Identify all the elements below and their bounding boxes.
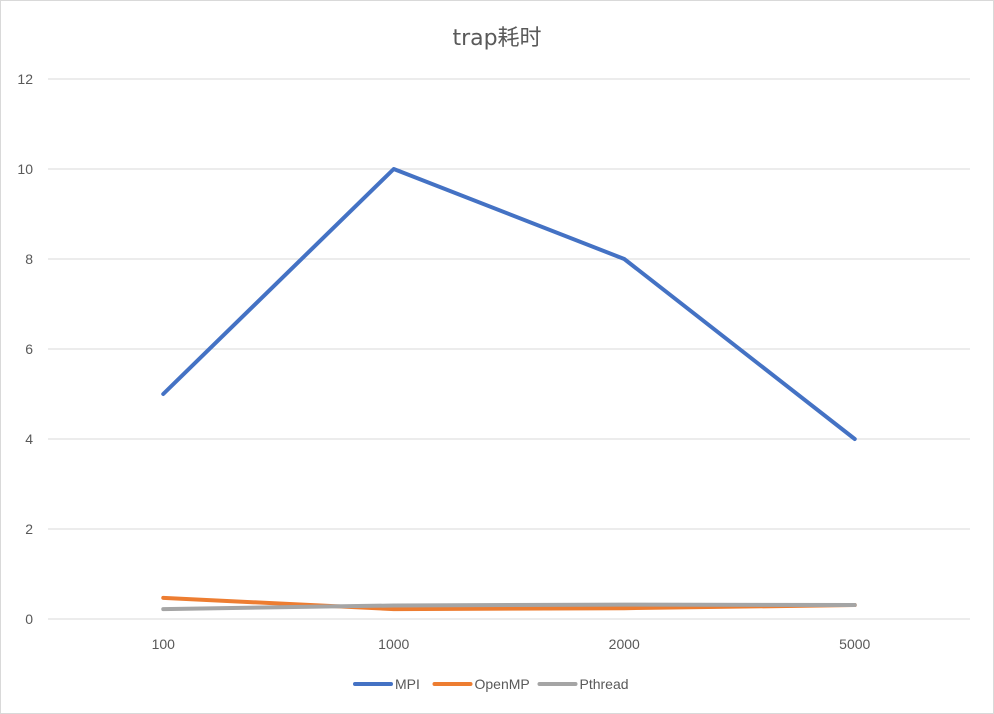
x-tick-label: 2000: [609, 636, 640, 652]
series-line-mpi: [161, 167, 857, 441]
legend: MPI OpenMP Pthread: [353, 676, 629, 692]
y-tick-label: 10: [17, 161, 33, 177]
legend-label-pthread: Pthread: [580, 676, 629, 692]
series-lines: [161, 167, 857, 612]
y-tick-label: 0: [25, 611, 33, 627]
y-tick-label: 12: [17, 71, 33, 87]
y-axis: 0 2 4 6 8 10 12: [17, 71, 33, 627]
series-line-pthread: [161, 602, 857, 612]
x-tick-label: 100: [152, 636, 176, 652]
x-tick-label: 1000: [378, 636, 409, 652]
legend-label-openmp: OpenMP: [475, 676, 530, 692]
x-tick-label: 5000: [839, 636, 870, 652]
gridlines: [48, 78, 970, 620]
legend-label-mpi: MPI: [395, 676, 420, 692]
y-tick-label: 6: [25, 341, 33, 357]
x-axis: 100 1000 2000 5000: [152, 636, 871, 652]
y-tick-label: 2: [25, 521, 33, 537]
y-tick-label: 8: [25, 251, 33, 267]
chart-title: trap耗时: [452, 26, 542, 51]
y-tick-label: 4: [25, 431, 33, 447]
